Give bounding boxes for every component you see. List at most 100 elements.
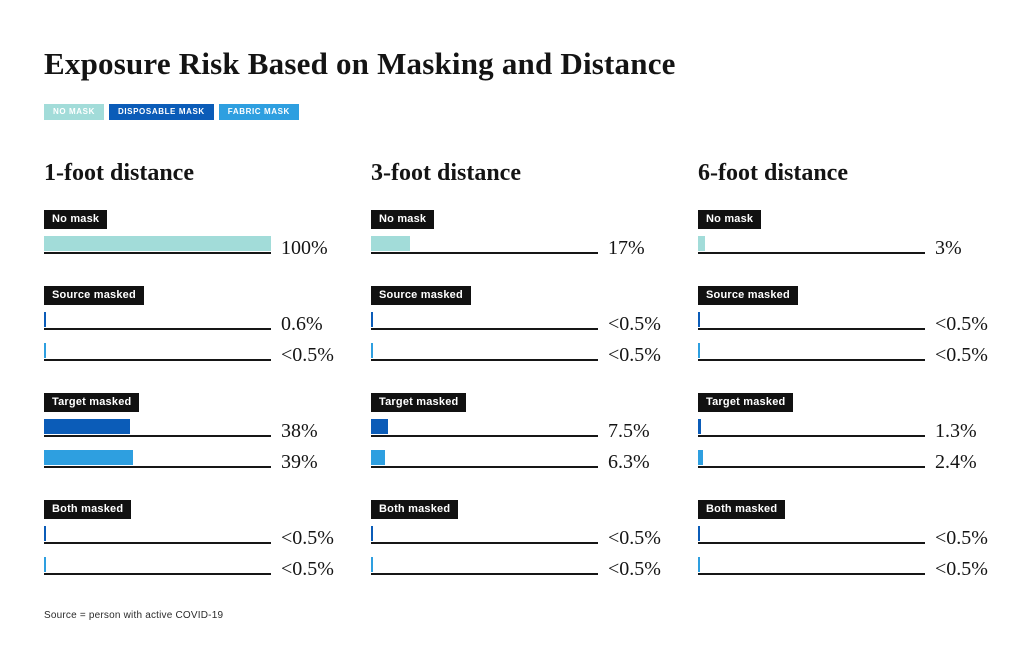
- bar-baseline: [371, 359, 598, 362]
- legend-badge: NO MASK: [44, 103, 104, 120]
- bar-row: <0.5%: [698, 526, 988, 548]
- bar-row: 17%: [371, 236, 654, 258]
- bar-baseline: [698, 435, 925, 438]
- bar-group: Target masked 7.5% 6.3%: [371, 392, 654, 472]
- bar-value-label: <0.5%: [935, 344, 988, 367]
- bar-track: [44, 557, 271, 576]
- legend: NO MASK DISPOSABLE MASK FABRIC MASK: [44, 103, 980, 120]
- bar-fill: [44, 557, 46, 573]
- bar-baseline: [44, 435, 271, 438]
- bar-track: [698, 419, 925, 438]
- bar-group: Both masked <0.5% <0.5%: [44, 499, 334, 579]
- bar-fill: [698, 236, 705, 252]
- column-heading: 6-foot distance: [698, 159, 848, 186]
- page-title: Exposure Risk Based on Masking and Dista…: [44, 46, 676, 81]
- bar-row: <0.5%: [698, 343, 988, 365]
- bar-baseline: [371, 252, 598, 255]
- bar-value-label: <0.5%: [608, 313, 661, 336]
- bar-value-label: <0.5%: [281, 527, 334, 550]
- bar-group: Target masked 1.3% 2.4%: [698, 392, 981, 472]
- bar-baseline: [44, 542, 271, 545]
- bar-row: 6.3%: [371, 450, 654, 472]
- bar-group: Source masked <0.5% <0.5%: [698, 285, 988, 365]
- bar-value-label: 6.3%: [608, 451, 650, 474]
- group-label-badge: No mask: [44, 210, 108, 230]
- bar-track: [44, 526, 271, 545]
- bar-group: No mask 17%: [371, 209, 654, 258]
- bar-row: <0.5%: [44, 343, 334, 365]
- distance-column: 6-foot distance No mask 3% Source masked <0.…: [698, 159, 988, 579]
- bar-baseline: [371, 573, 598, 576]
- bar-fill: [698, 343, 700, 359]
- bar-row: <0.5%: [371, 557, 661, 579]
- bar-group: No mask 100%: [44, 209, 328, 258]
- bar-fill: [698, 450, 704, 466]
- source-note: Source = person with active COVID-19: [44, 610, 224, 621]
- bar-track: [44, 236, 271, 255]
- bar-row: 100%: [44, 236, 328, 258]
- bar-row: <0.5%: [371, 343, 661, 365]
- group-label-badge: Source masked: [44, 286, 144, 306]
- bar-value-label: <0.5%: [935, 558, 988, 581]
- bar-baseline: [698, 466, 925, 469]
- bar-row: 3%: [698, 236, 981, 258]
- bar-row: 0.6%: [44, 312, 327, 334]
- bar-baseline: [371, 435, 598, 438]
- bar-row: 38%: [44, 419, 327, 441]
- group-label-badge: No mask: [371, 210, 435, 230]
- bar-value-label: <0.5%: [608, 527, 661, 550]
- bar-track: [698, 526, 925, 545]
- bar-baseline: [44, 359, 271, 362]
- bar-track: [371, 312, 598, 331]
- bar-value-label: 1.3%: [935, 420, 977, 443]
- bar-baseline: [44, 573, 271, 576]
- bar-group: Source masked 0.6% <0.5%: [44, 285, 334, 365]
- bar-fill: [44, 343, 46, 359]
- bar-fill: [371, 312, 373, 328]
- bar-value-label: 38%: [281, 420, 318, 443]
- bar-baseline: [371, 542, 598, 545]
- bar-track: [698, 343, 925, 362]
- bar-fill: [371, 526, 373, 542]
- bar-value-label: 0.6%: [281, 313, 323, 336]
- bar-row: 1.3%: [698, 419, 981, 441]
- bar-group: Source masked <0.5% <0.5%: [371, 285, 661, 365]
- bar-value-label: <0.5%: [608, 344, 661, 367]
- bar-baseline: [371, 466, 598, 469]
- distance-column: 1-foot distance No mask 100% Source masked 0…: [44, 160, 334, 579]
- bar-fill: [44, 419, 131, 435]
- group-label-badge: Target masked: [698, 393, 794, 413]
- bar-fill: [371, 419, 389, 435]
- bar-value-label: <0.5%: [935, 527, 988, 550]
- bar-baseline: [698, 328, 925, 331]
- bar-value-label: 17%: [608, 237, 645, 260]
- infographic: Exposure Risk Based on Masking and Dista…: [44, 46, 988, 621]
- bar-fill: [698, 419, 701, 435]
- bar-fill: [371, 557, 373, 573]
- group-label-badge: Both masked: [371, 500, 459, 520]
- bar-track: [44, 312, 271, 331]
- bar-row: 7.5%: [371, 419, 654, 441]
- bar-track: [698, 236, 925, 255]
- group-label-badge: Both masked: [698, 500, 786, 520]
- group-label-badge: Both masked: [44, 500, 132, 520]
- bar-row: <0.5%: [44, 557, 334, 579]
- bar-row: 2.4%: [698, 450, 981, 472]
- bar-fill: [371, 236, 410, 252]
- bar-fill: [698, 526, 700, 542]
- bar-value-label: <0.5%: [281, 558, 334, 581]
- bar-track: [371, 450, 598, 469]
- bar-fill: [698, 312, 700, 328]
- legend-badge: DISPOSABLE MASK: [108, 103, 214, 120]
- bar-row: <0.5%: [698, 312, 988, 334]
- bar-baseline: [698, 573, 925, 576]
- bar-baseline: [371, 328, 598, 331]
- bar-row: <0.5%: [698, 557, 988, 579]
- bar-fill: [371, 450, 386, 466]
- bar-fill: [371, 343, 373, 359]
- bar-fill: [44, 526, 46, 542]
- bar-track: [371, 526, 598, 545]
- bar-row: <0.5%: [371, 312, 661, 334]
- bar-track: [698, 557, 925, 576]
- column-heading: 3-foot distance: [371, 159, 521, 186]
